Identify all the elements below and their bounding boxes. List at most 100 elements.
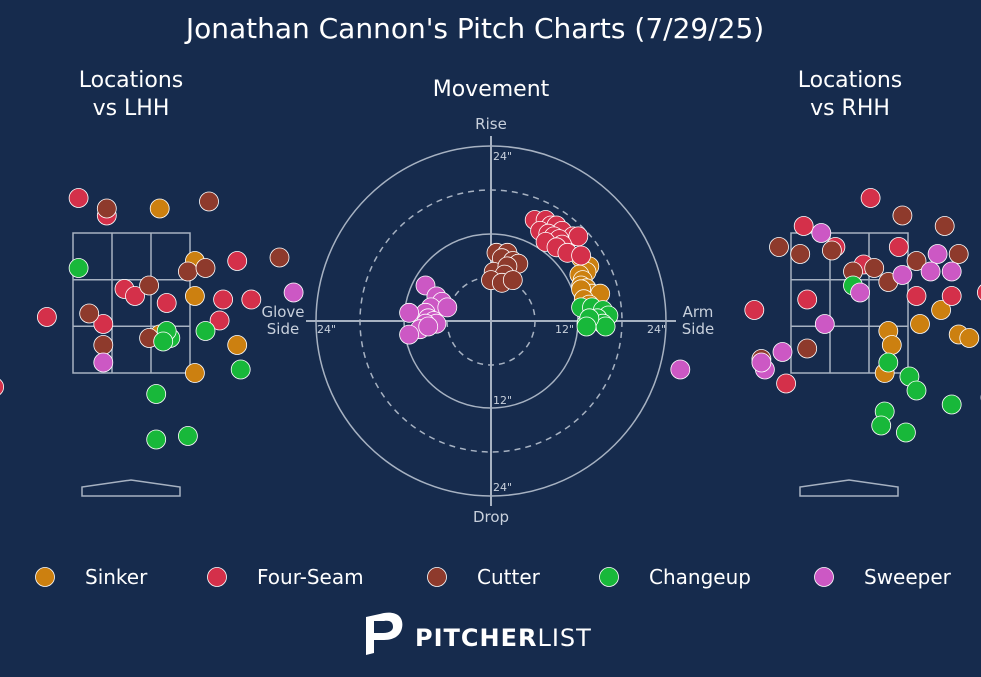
lhh-changeup-point: [146, 429, 167, 450]
movement-sweeper-point: [399, 302, 420, 323]
lhh-title-line2: vs LHH: [93, 96, 170, 121]
rhh-sweeper-point: [850, 282, 870, 303]
label-glove-line1: Glove: [261, 303, 304, 321]
rhh-sinker-point: [931, 300, 951, 320]
rhh-cutter-point: [797, 338, 818, 359]
lhh-cutter-point: [269, 247, 290, 268]
lhh-sweeper-point: [283, 282, 304, 303]
lhh-changeup-point: [195, 321, 216, 341]
tick-24-left: 24": [317, 323, 336, 336]
lhh-four-seam-point: [213, 289, 234, 310]
rhh-points: [670, 188, 981, 443]
rhh-sweeper-point: [814, 314, 835, 334]
rhh-cutter-point: [934, 216, 955, 236]
rhh-changeup-point: [878, 352, 899, 373]
rhh-cutter-point: [864, 258, 885, 278]
lhh-title-line1: Locations: [79, 68, 184, 93]
lhh-four-seam-point: [241, 289, 262, 310]
rhh-four-seam-point: [797, 289, 818, 310]
legend-changeup-label: Changeup: [649, 565, 751, 589]
movement-four-seam-point: [568, 226, 589, 247]
rhh-four-seam-point: [977, 284, 981, 301]
rhh-sweeper-point: [927, 244, 948, 264]
tick-12-bottom: 12": [493, 394, 512, 407]
tick-24-bottom: 24": [493, 481, 512, 494]
rhh-four-seam-point: [776, 373, 796, 394]
lhh-cutter-point: [199, 191, 219, 212]
lhh-sinker-point: [184, 363, 205, 383]
rhh-sinker-point: [881, 335, 902, 355]
movement-points: [399, 210, 619, 345]
rhh-sweeper-point: [670, 359, 691, 380]
movement-sweeper-point: [418, 316, 439, 337]
rhh-four-seam-point: [906, 286, 927, 306]
label-drop: Drop: [473, 508, 509, 526]
lhh-cutter-point: [79, 303, 100, 324]
lhh-cutter-point: [139, 275, 160, 296]
lhh-changeup-point: [68, 258, 89, 278]
lhh-changeup-point: [177, 426, 198, 446]
rhh-cutter-point: [892, 205, 913, 226]
lhh-sinker-point: [149, 198, 170, 219]
rhh-changeup-point: [906, 380, 927, 401]
rhh-sweeper-point: [892, 265, 913, 285]
lhh-cutter-point: [93, 335, 114, 355]
rhh-sweeper-point: [920, 261, 941, 282]
legend-sinker-label: Sinker: [85, 565, 148, 589]
lhh-changeup-point: [146, 384, 167, 404]
rhh-sweeper-point: [772, 342, 793, 362]
rhh-title-line1: Locations: [798, 68, 903, 93]
movement-four-seam-point: [571, 245, 591, 266]
lhh-four-seam-point: [209, 310, 230, 331]
locations-lhh-panel: Locations vs LHH: [0, 68, 304, 497]
rhh-cutter-point: [822, 240, 842, 261]
rhh-four-seam-point: [941, 286, 962, 306]
label-arm-line2: Side: [682, 320, 714, 338]
lhh-cutter-point: [96, 198, 117, 219]
lhh-four-seam-point: [68, 188, 89, 208]
rhh-cutter-point: [906, 251, 927, 271]
lhh-changeup-point: [230, 359, 251, 380]
pitcherlist-logo-icon: [366, 612, 403, 655]
movement-title: Movement: [433, 77, 550, 102]
legend-sweeper-marker: [814, 567, 834, 587]
rhh-sinker-point: [910, 314, 930, 334]
rhh-changeup-point: [941, 394, 962, 415]
rhh-sweeper-point: [811, 223, 832, 243]
tick-24-top: 24": [493, 150, 512, 163]
lhh-sweeper-point: [93, 352, 114, 373]
lhh-sinker-point: [184, 286, 205, 306]
legend-cutter-label: Cutter: [477, 565, 541, 589]
movement-panel: Movement 24" 12" 24" 24" 12" 24" Rise Dr…: [261, 77, 714, 526]
rhh-sweeper-point: [941, 261, 962, 282]
lhh-four-seam-point: [227, 251, 248, 271]
rhh-four-seam-point: [744, 300, 765, 320]
lhh-changeup-point: [153, 331, 174, 352]
main-title: Jonathan Cannon's Pitch Charts (7/29/25): [184, 12, 764, 45]
movement-cutter-point: [502, 270, 523, 291]
lhh-four-seam-point: [93, 314, 114, 334]
rhh-cutter-point: [948, 244, 969, 264]
rhh-changeup-point: [871, 415, 892, 436]
radial-tick-labels: 24" 12" 24" 24" 12" 24": [317, 150, 666, 494]
legend-cutter-marker: [427, 567, 447, 587]
lhh-four-seam-point: [125, 286, 145, 306]
legend-four-seam-label: Four-Seam: [257, 565, 364, 589]
tick-12-right: 12": [555, 323, 574, 336]
legend-sinker-marker: [35, 567, 55, 587]
legend: Sinker Four-Seam Cutter Changeup Sweeper: [35, 565, 952, 589]
locations-rhh-panel: Locations vs RHH: [670, 68, 981, 497]
movement-sweeper-point: [399, 324, 420, 345]
lhh-cutter-point: [177, 261, 198, 282]
legend-four-seam-marker: [207, 567, 227, 587]
lhh-four-seam-point: [37, 307, 57, 327]
rhh-four-seam-point: [888, 237, 909, 257]
brand-name: PITCHERLIST: [415, 624, 592, 652]
lhh-sinker-point: [227, 335, 248, 355]
label-rise: Rise: [475, 115, 507, 133]
tick-24-right: 24": [647, 323, 666, 336]
lhh-four-seam-point: [156, 293, 177, 313]
rhh-four-seam-point: [860, 188, 881, 208]
